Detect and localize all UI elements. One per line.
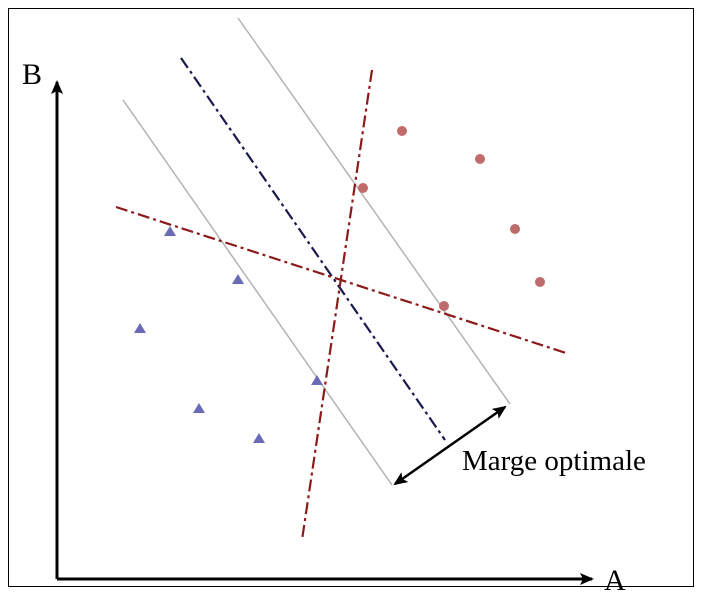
triangle-point <box>253 433 265 443</box>
triangle-point <box>164 226 176 236</box>
triangle-point <box>232 274 244 284</box>
margin-label: Marge optimale <box>462 445 646 477</box>
circle-point <box>439 301 449 311</box>
circle-point <box>475 154 485 164</box>
separator-steep <box>300 69 374 541</box>
margin-boundary-upper <box>237 17 511 405</box>
circle-point <box>535 277 545 287</box>
triangle-point <box>193 403 205 413</box>
triangle-point <box>311 375 323 385</box>
circle-point <box>510 224 520 234</box>
x-axis-label: A <box>604 564 626 595</box>
circle-point <box>358 183 368 193</box>
separator-shallow <box>115 205 567 355</box>
y-axis-label: B <box>22 58 42 91</box>
circle-points <box>358 126 545 311</box>
triangle-points <box>134 226 323 443</box>
optimal-hyperplane <box>180 57 446 441</box>
triangle-point <box>134 323 146 333</box>
margin-boundary-lower <box>122 99 393 486</box>
diagram-frame <box>8 8 694 587</box>
circle-point <box>397 126 407 136</box>
margin-arrow <box>393 405 507 486</box>
